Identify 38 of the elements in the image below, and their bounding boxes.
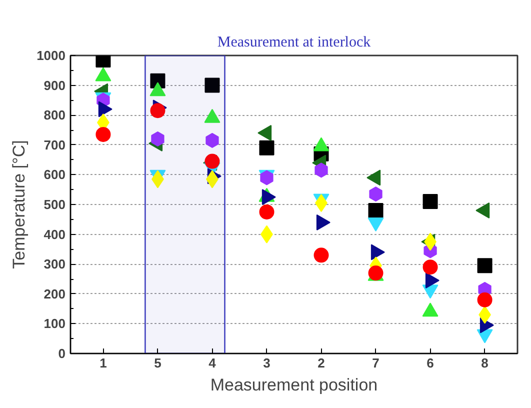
x-axis-title: Measurement position [210, 376, 378, 394]
point [314, 162, 328, 178]
point [259, 140, 274, 156]
band-label: Measurement at interlock [217, 34, 372, 50]
point [96, 126, 111, 142]
point [150, 103, 166, 118]
y-tick-label: 400 [44, 226, 66, 242]
point [204, 78, 220, 93]
point [477, 292, 492, 308]
point [422, 194, 438, 210]
y-axis-title: Temperature [°C] [10, 140, 29, 269]
point [422, 260, 438, 275]
point [369, 186, 382, 202]
point [204, 154, 220, 169]
y-tick-label: 0 [58, 346, 66, 361]
y-tick-label: 800 [44, 108, 66, 123]
x-tick-label: 4 [208, 356, 217, 370]
x-tick-label: 3 [263, 356, 270, 370]
y-tick-label: 300 [44, 256, 66, 272]
y-tick-label: 700 [44, 137, 66, 152]
y-tick-label: 1000 [36, 48, 66, 63]
x-tick-label: 6 [426, 356, 434, 370]
y-tick-label: 100 [44, 316, 66, 332]
x-tick-label: 1 [100, 356, 107, 370]
y-tick-label: 900 [44, 78, 66, 93]
point [151, 131, 164, 146]
point [368, 202, 384, 218]
x-tick-label: 2 [318, 356, 325, 370]
x-tick-label: 7 [372, 356, 380, 370]
y-tick-label: 500 [44, 197, 66, 212]
x-tick-label: 8 [481, 356, 488, 370]
point [314, 248, 329, 263]
point [206, 132, 219, 148]
point [259, 204, 274, 220]
point [477, 258, 492, 274]
y-tick-label: 600 [44, 167, 66, 182]
x-tick-label: 5 [154, 356, 162, 370]
y-tick-label: 200 [44, 286, 66, 302]
